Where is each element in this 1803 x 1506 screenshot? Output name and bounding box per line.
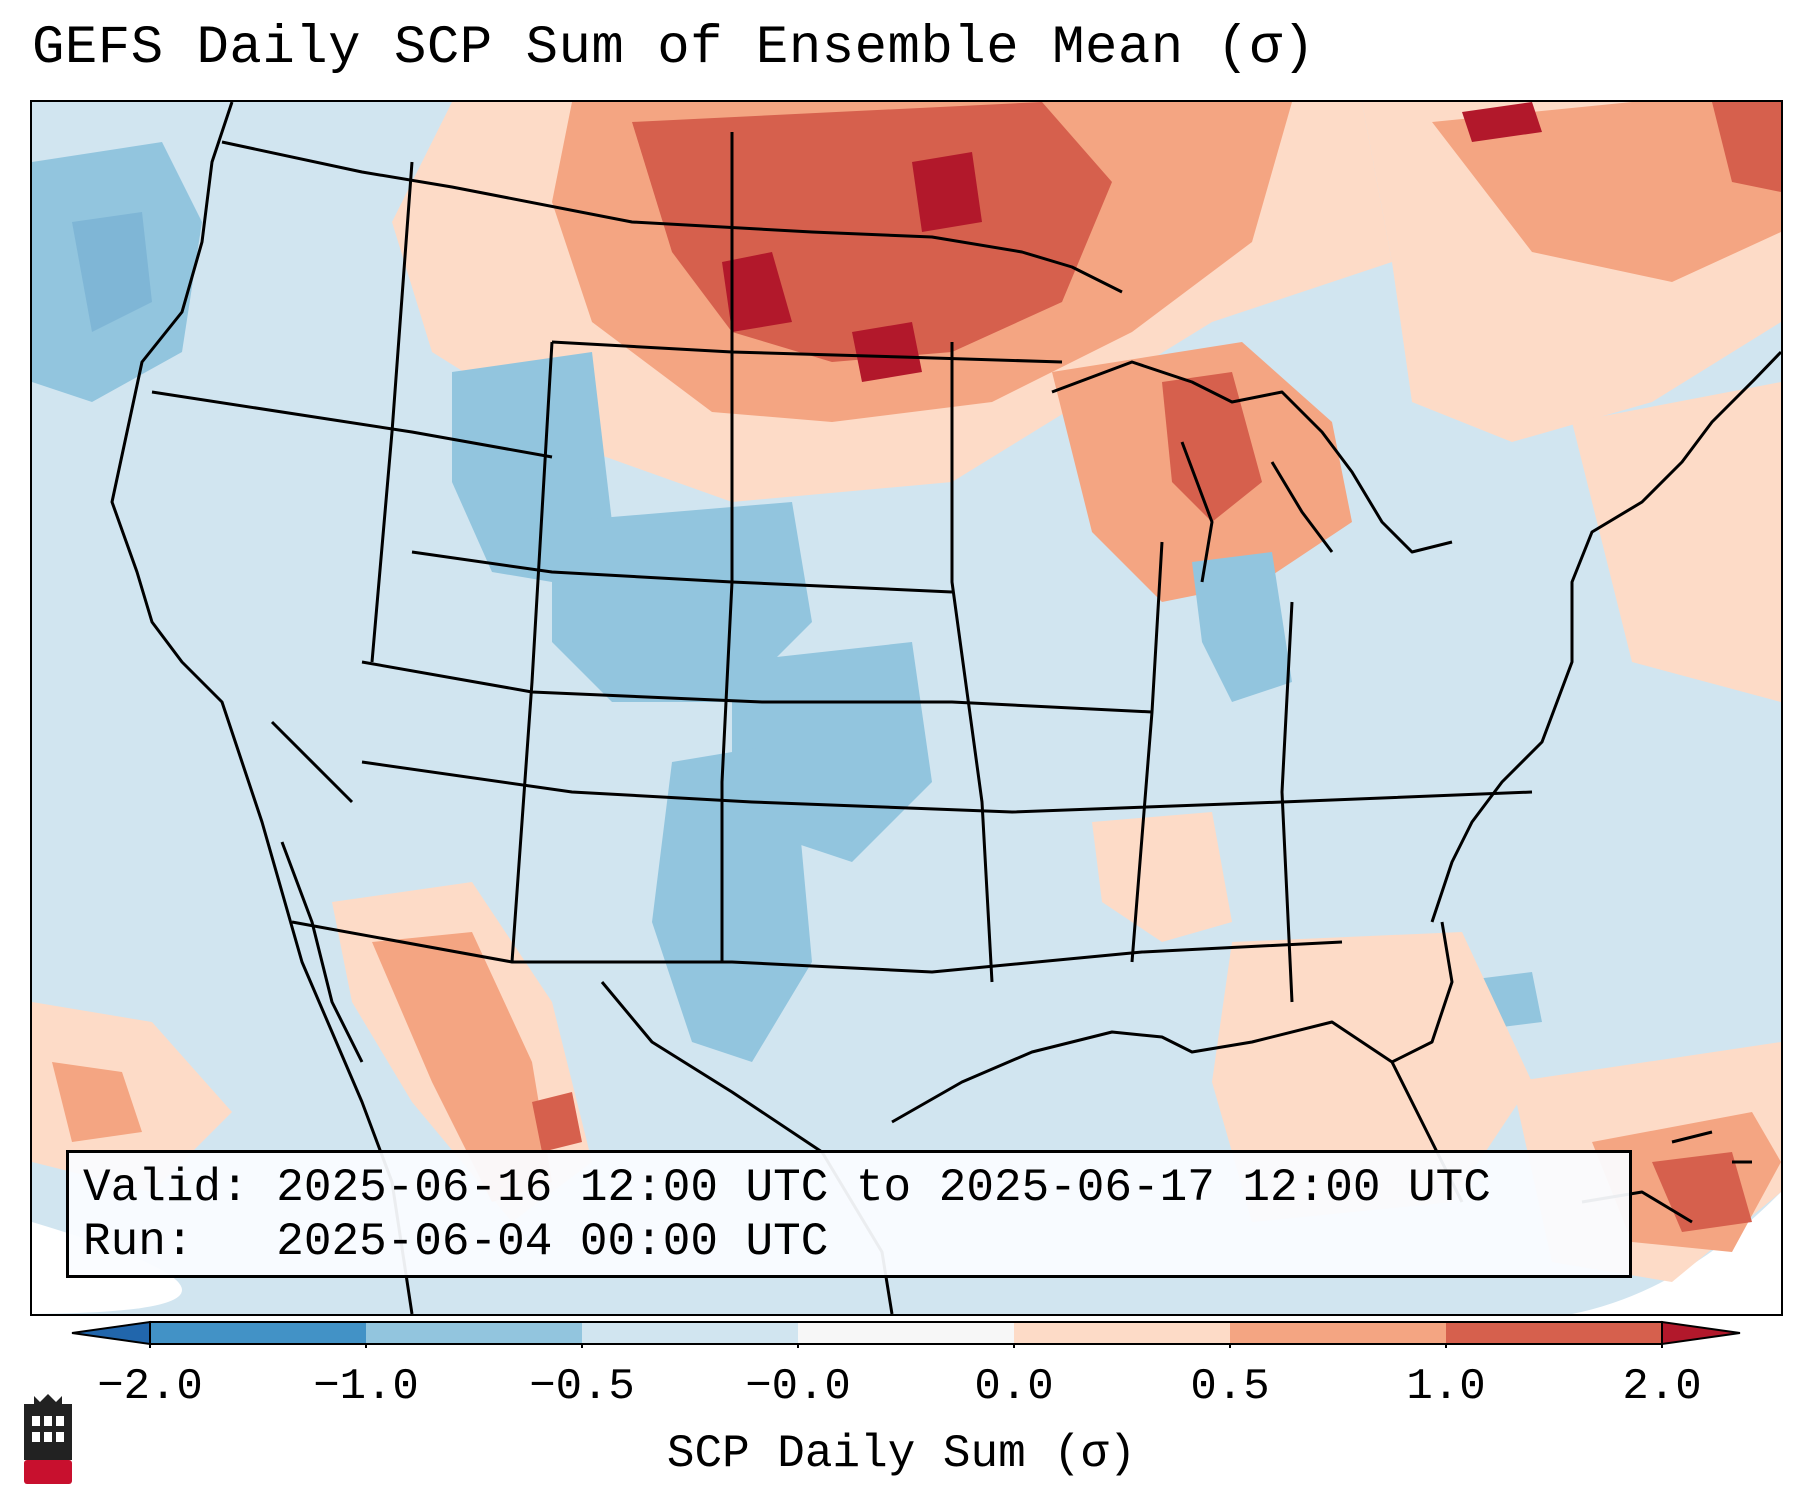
colorbar-tick-label: 0.5 [1190, 1362, 1270, 1412]
colorbar [71, 1320, 1741, 1348]
colorbar-over-extend [1661, 1320, 1741, 1346]
colorbar-tick-label: 1.0 [1406, 1362, 1486, 1412]
valid-label: Valid: [83, 1162, 249, 1214]
chart-title: GEFS Daily SCP Sum of Ensemble Mean (σ) [32, 18, 1316, 79]
colorbar-bin [150, 1322, 366, 1344]
nw-border [151, 390, 553, 459]
projection-edge-se [1572, 1192, 1781, 1314]
gulf-coast-east [891, 1020, 1464, 1203]
colorbar-bin [1014, 1322, 1230, 1344]
negative-anomaly-field [32, 142, 1542, 1062]
vert-4 [950, 342, 994, 983]
niu-logo [20, 1394, 76, 1491]
state-line-3 [361, 660, 1153, 714]
west-coast [110, 102, 414, 1314]
vert-5 [1130, 541, 1164, 963]
niu-logo-icon [24, 1394, 72, 1484]
vert-1 [370, 161, 414, 663]
colorbar-tick-label: 2.0 [1622, 1362, 1702, 1412]
valid-run-info-box: Valid: 2025-06-16 12:00 UTC to 2025-06-1… [66, 1150, 1632, 1278]
scp-map [32, 102, 1781, 1314]
colorbar-bin [1230, 1322, 1446, 1344]
great-lakes [1051, 360, 1453, 554]
colorbar-bin [1446, 1322, 1662, 1344]
us-canada-border [221, 140, 1123, 294]
colorbar-outline [149, 1321, 1663, 1345]
colorbar-label: SCP Daily Sum (σ) [666, 1428, 1137, 1480]
colorbar-under-extend [71, 1320, 151, 1346]
positive-anomaly-plains [392, 102, 1392, 502]
colorbar-tick-label: −1.0 [313, 1362, 419, 1412]
positive-anomaly-south [32, 382, 1781, 1282]
colorbar-bin [798, 1322, 1014, 1344]
valid-value: 2025-06-16 12:00 UTC to 2025-06-17 12:00… [276, 1162, 1491, 1214]
state-line-2 [411, 550, 953, 594]
vert-3 [720, 132, 734, 962]
positive-anomaly-canada-east [1362, 102, 1781, 442]
map-panel [30, 100, 1783, 1316]
run-label: Run: [83, 1216, 194, 1268]
run-value: 2025-06-04 00:00 UTC [276, 1216, 829, 1268]
state-line-5 [291, 920, 1343, 974]
michigan [1180, 441, 1334, 583]
baja [280, 841, 364, 1063]
colorbar-tick-label: 0.0 [974, 1362, 1054, 1412]
boundaries [110, 102, 1781, 1314]
colorbar-tick-label: −0.0 [745, 1362, 851, 1412]
vert-6 [1280, 601, 1294, 1003]
florida [1391, 921, 1454, 1064]
positive-anomaly-great-lakes [1052, 342, 1352, 602]
state-line-4 [361, 760, 1533, 814]
east-coast [1430, 350, 1781, 923]
state-line-1 [551, 340, 1063, 364]
colorbar-tick-label: −0.5 [529, 1362, 635, 1412]
state-line-6 [270, 720, 354, 804]
colorbar-bin [582, 1322, 798, 1344]
colorbar-tick-label: −2.0 [97, 1362, 203, 1412]
colorbar-bin [366, 1322, 582, 1344]
vert-2 [510, 341, 554, 963]
